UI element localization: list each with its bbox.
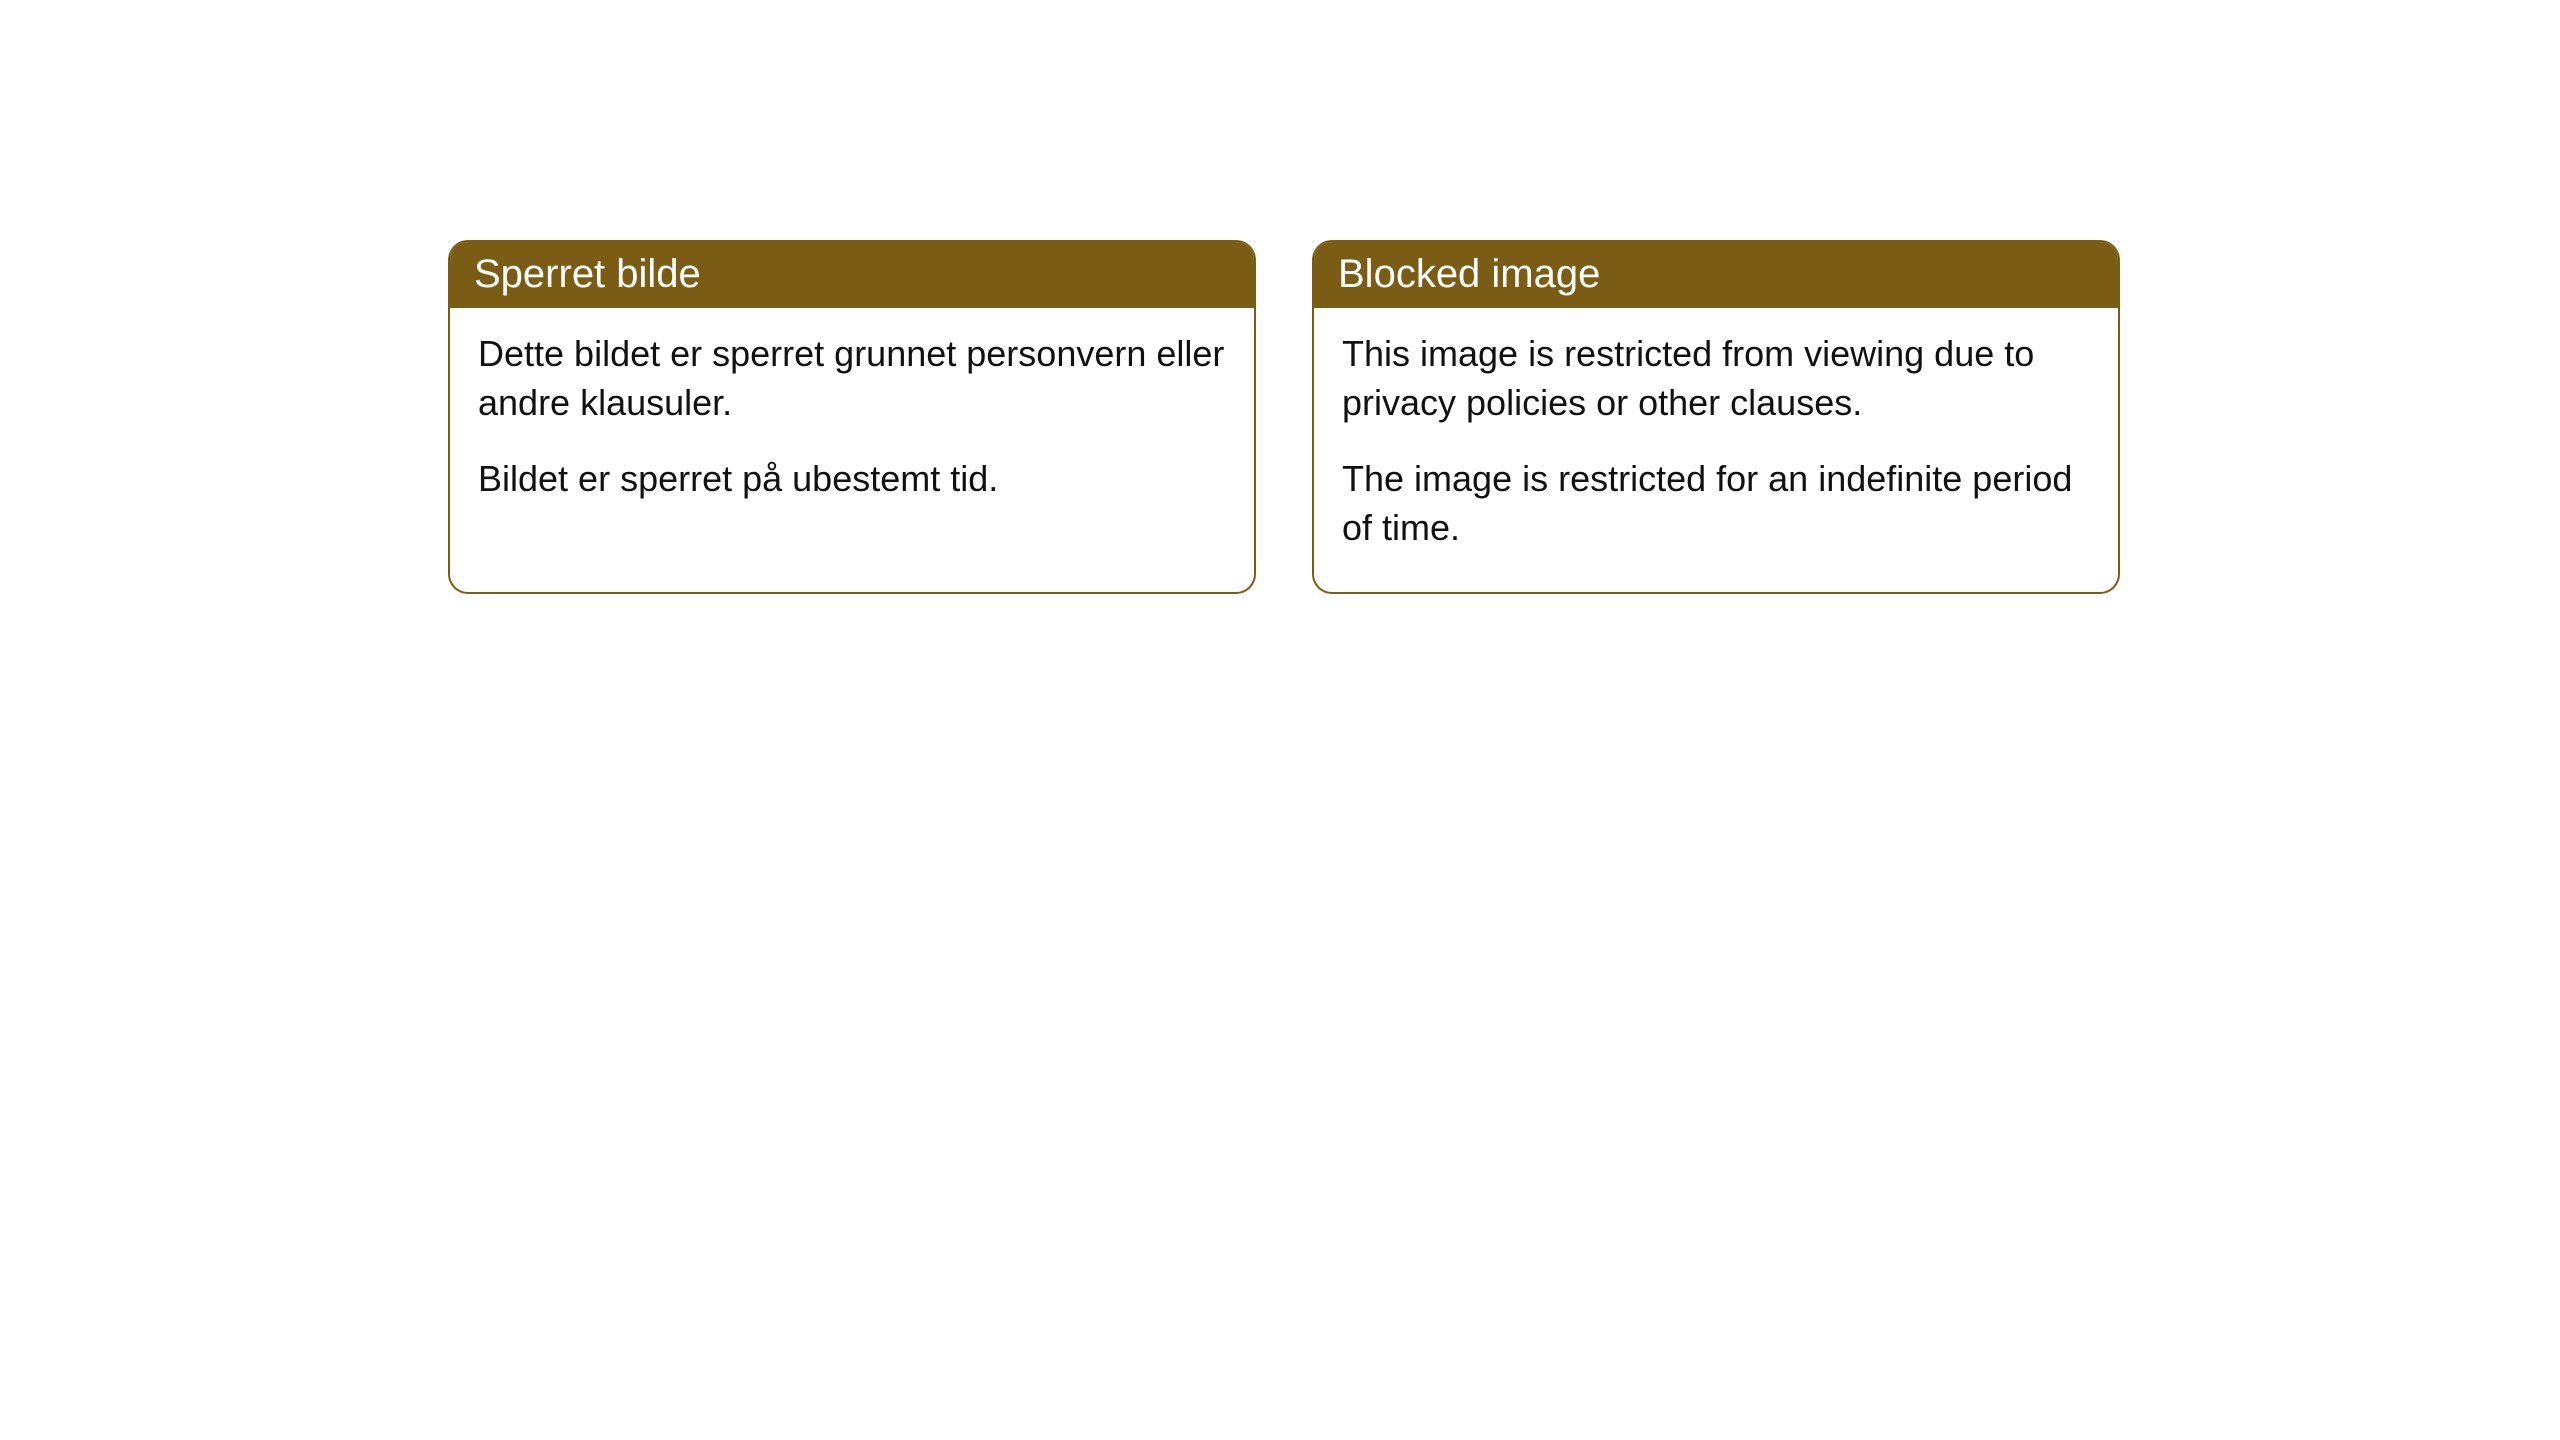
card-header: Blocked image bbox=[1314, 242, 2118, 308]
card-title: Sperret bilde bbox=[474, 252, 701, 296]
card-body: This image is restricted from viewing du… bbox=[1314, 308, 2118, 592]
card-header: Sperret bilde bbox=[450, 242, 1254, 308]
card-body: Dette bildet er sperret grunnet personve… bbox=[450, 308, 1254, 544]
blocked-image-card-en: Blocked image This image is restricted f… bbox=[1312, 240, 2120, 594]
blocked-image-card-no: Sperret bilde Dette bildet er sperret gr… bbox=[448, 240, 1256, 594]
card-title: Blocked image bbox=[1338, 252, 1600, 296]
card-paragraph: Bildet er sperret på ubestemt tid. bbox=[478, 455, 1226, 504]
card-paragraph: The image is restricted for an indefinit… bbox=[1342, 455, 2090, 552]
card-paragraph: This image is restricted from viewing du… bbox=[1342, 330, 2090, 427]
notice-cards-container: Sperret bilde Dette bildet er sperret gr… bbox=[448, 240, 2120, 594]
card-paragraph: Dette bildet er sperret grunnet personve… bbox=[478, 330, 1226, 427]
